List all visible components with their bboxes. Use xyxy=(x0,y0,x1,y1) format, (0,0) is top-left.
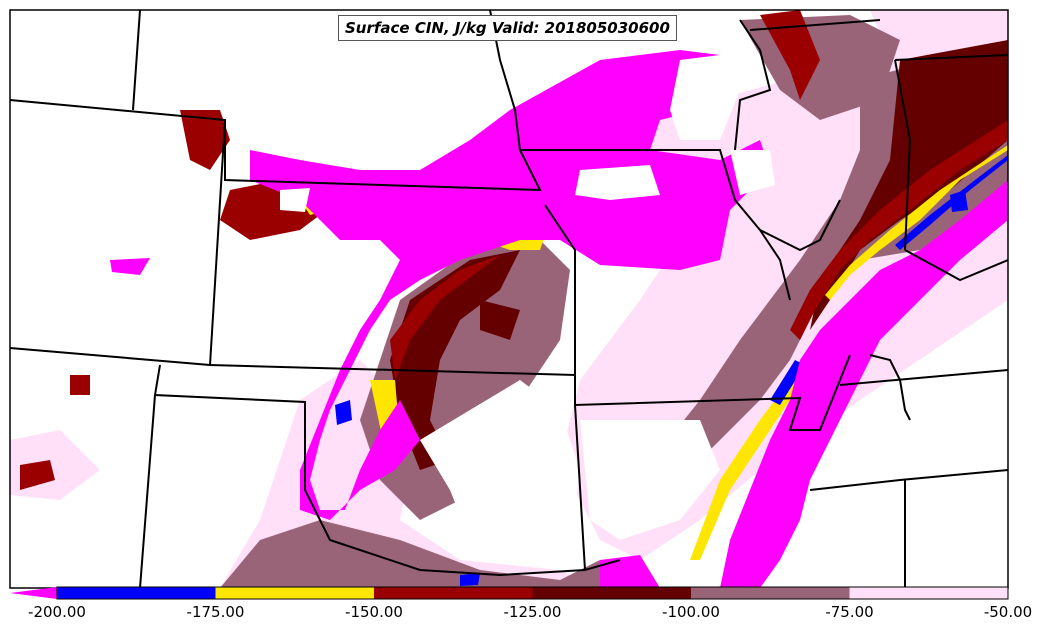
cin-region-white xyxy=(280,55,775,560)
colorbar-segment xyxy=(57,587,216,599)
colorbar-tick-label: -200.00 xyxy=(28,603,86,621)
colorbar-tick-label: -50.00 xyxy=(983,603,1033,621)
colorbar-tick-label: -100.00 xyxy=(662,603,720,621)
colorbar-tick-label: -75.00 xyxy=(825,603,874,621)
cin-region-blue xyxy=(335,155,1008,586)
colorbar-segment xyxy=(532,587,692,599)
cin-region-red xyxy=(20,10,1008,490)
colorbar-tick-label: -150.00 xyxy=(345,603,403,621)
map-title: Surface CIN, J/kg Valid: 201805030600 xyxy=(338,15,677,41)
colorbar xyxy=(10,586,1009,600)
colorbar-segment xyxy=(215,587,375,599)
colorbar-segment xyxy=(849,587,1009,599)
colorbar-segment xyxy=(374,587,533,599)
colorbar-outline xyxy=(56,586,1009,600)
colorbar-tick-label: -125.00 xyxy=(503,603,562,621)
state-borders xyxy=(10,10,1008,588)
map-field xyxy=(10,10,1008,588)
colorbar-tick-label: -175.00 xyxy=(186,603,245,621)
colorbar-underflow-arrow xyxy=(10,587,57,599)
colorbar-segment xyxy=(691,587,850,599)
